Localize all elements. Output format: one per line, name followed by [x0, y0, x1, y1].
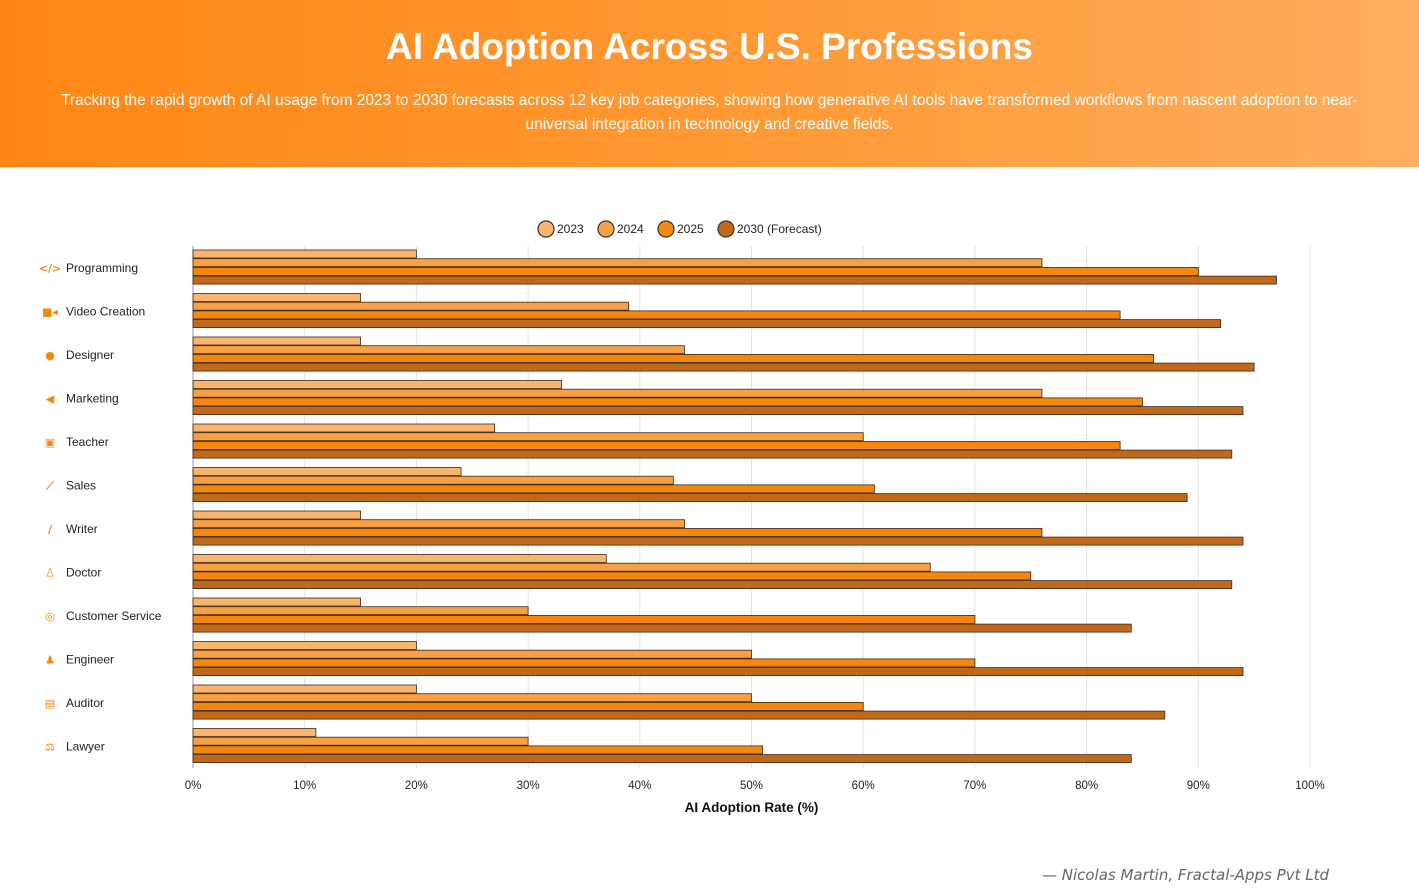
bar-customer-service-2024[interactable]	[192, 606, 529, 616]
x-axis-label: AI Adoption Rate (%)	[685, 800, 819, 815]
bar-teacher-2030[interactable]	[192, 449, 1233, 459]
bar-sales-2024[interactable]	[192, 475, 674, 485]
bar-engineer-2030[interactable]	[192, 667, 1244, 677]
x-tick-label: 60%	[852, 780, 875, 792]
category-label: Designer	[66, 348, 114, 362]
bar-chart: 0% 10% 20% 30% 40% 50% 60% 70% 80% 90% 100% AI Adop…	[39, 220, 1325, 815]
legend-marker[interactable]	[717, 220, 735, 238]
x-tick-label: 80%	[1075, 780, 1098, 792]
bar-designer-2025[interactable]	[192, 353, 1155, 363]
bar-programming-2024[interactable]	[192, 258, 1043, 268]
bar-auditor-2024[interactable]	[192, 693, 752, 703]
bar-writer-2023[interactable]	[192, 510, 361, 520]
bar-doctor-2025[interactable]	[192, 571, 1032, 581]
header: AI Adoption Across U.S. Professions Trac…	[0, 0, 1419, 167]
code-icon: </>	[39, 262, 61, 275]
bar-sales-2030[interactable]	[192, 493, 1188, 503]
bar-marketing-2030[interactable]	[192, 406, 1244, 416]
megaphone-icon: ◀	[46, 392, 55, 405]
bar-writer-2025[interactable]	[192, 527, 1043, 537]
bar-sales-2025[interactable]	[192, 484, 875, 494]
category-label: Customer Service	[66, 609, 162, 623]
legend-label[interactable]: 2023	[557, 222, 584, 236]
video-camera-icon: ■◂	[42, 305, 58, 318]
engineer-icon: ♟	[45, 653, 55, 666]
bar-customer-service-2023[interactable]	[192, 597, 361, 607]
x-tick-label: 0%	[185, 780, 202, 792]
category-label: Lawyer	[66, 739, 105, 753]
bar-auditor-2030[interactable]	[192, 710, 1166, 720]
legend-marker[interactable]	[657, 220, 675, 238]
doctor-icon: ♙	[45, 566, 55, 579]
bar-lawyer-2023[interactable]	[192, 728, 317, 737]
bar-customer-service-2025[interactable]	[192, 614, 976, 624]
bar-sales-2023[interactable]	[192, 467, 462, 476]
category-label: Marketing	[66, 391, 119, 405]
bar-lawyer-2024[interactable]	[192, 736, 529, 746]
category-label: Auditor	[66, 696, 104, 710]
bar-doctor-2024[interactable]	[192, 562, 931, 572]
bar-video-creation-2025[interactable]	[192, 310, 1121, 320]
bar-writer-2030[interactable]	[192, 536, 1244, 546]
bar-lawyer-2025[interactable]	[192, 745, 764, 755]
legend-label[interactable]: 2025	[677, 222, 704, 236]
bar-auditor-2023[interactable]	[192, 684, 417, 694]
palette-icon: ●	[45, 349, 55, 362]
category-label: Writer	[66, 522, 98, 536]
x-tick-label: 90%	[1187, 780, 1210, 792]
bar-engineer-2023[interactable]	[192, 641, 417, 650]
bar-programming-2030[interactable]	[192, 275, 1277, 285]
x-tick-label: 40%	[628, 780, 651, 792]
x-tick-label: 100%	[1295, 780, 1324, 792]
bar-teacher-2024[interactable]	[192, 432, 864, 442]
legend-marker[interactable]	[537, 220, 555, 238]
bar-programming-2025[interactable]	[192, 267, 1199, 276]
x-tick-label: 10%	[293, 780, 316, 792]
teacher-icon: ▣	[45, 436, 55, 449]
bar-auditor-2025[interactable]	[192, 702, 864, 711]
bar-designer-2030[interactable]	[192, 362, 1255, 372]
x-tick-label: 70%	[963, 780, 986, 792]
bar-video-creation-2030[interactable]	[192, 319, 1222, 329]
bar-lawyer-2030[interactable]	[192, 754, 1132, 763]
bar-designer-2023[interactable]	[192, 336, 361, 346]
bar-teacher-2025[interactable]	[192, 440, 1121, 450]
scale-icon: ⚖	[45, 740, 55, 753]
bar-designer-2024[interactable]	[192, 345, 685, 355]
bar-doctor-2023[interactable]	[192, 554, 607, 563]
page-subtitle: Tracking the rapid growth of AI usage fr…	[61, 92, 1358, 133]
bar-video-creation-2023[interactable]	[192, 293, 361, 302]
bar-engineer-2025[interactable]	[192, 658, 976, 668]
category-label: Sales	[66, 478, 96, 492]
legend-label[interactable]: 2024	[617, 222, 644, 236]
category-label: Programming	[66, 261, 138, 275]
credit: — Nicolas Martin, Fractal-Apps Pvt Ltd	[1041, 866, 1329, 884]
bar-customer-service-2030[interactable]	[192, 623, 1132, 633]
legend-marker[interactable]	[597, 220, 615, 238]
category-label: Teacher	[66, 435, 109, 449]
bar-marketing-2024[interactable]	[192, 388, 1043, 398]
bar-doctor-2030[interactable]	[192, 580, 1233, 590]
headset-icon: ◎	[45, 610, 55, 623]
x-tick-label: 50%	[740, 780, 763, 792]
x-tick-label: 20%	[405, 780, 428, 792]
category-label: Doctor	[66, 565, 101, 579]
legend-label[interactable]: 2030 (Forecast)	[737, 222, 822, 236]
brush-icon: ∕	[48, 523, 53, 536]
category-label: Video Creation	[66, 304, 145, 318]
bar-teacher-2023[interactable]	[192, 423, 495, 433]
bar-writer-2024[interactable]	[192, 519, 685, 529]
category-label: Engineer	[66, 652, 114, 666]
chart-line-icon: ⟋	[45, 479, 55, 492]
x-tick-label: 30%	[517, 780, 540, 792]
page-title: AI Adoption Across U.S. Professions	[386, 26, 1033, 67]
bar-video-creation-2024[interactable]	[192, 301, 630, 311]
bar-engineer-2024[interactable]	[192, 649, 752, 659]
bar-marketing-2025[interactable]	[192, 397, 1143, 407]
bar-marketing-2023[interactable]	[192, 380, 563, 389]
bar-programming-2023[interactable]	[192, 249, 417, 259]
calculator-icon: ▤	[45, 697, 55, 710]
